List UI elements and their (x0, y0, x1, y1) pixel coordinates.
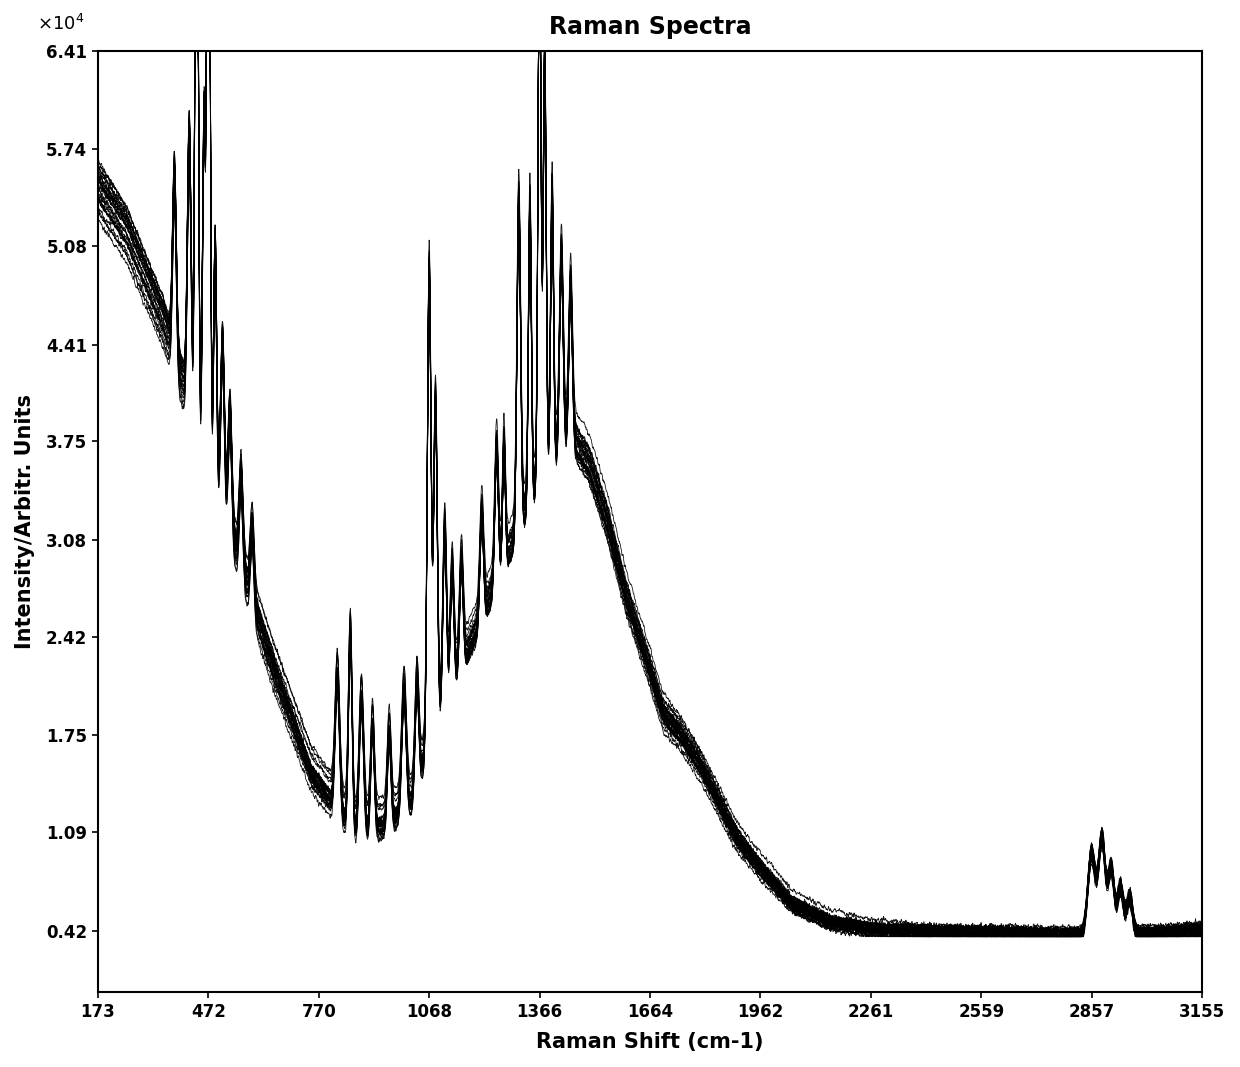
X-axis label: Raman Shift (cm-1): Raman Shift (cm-1) (536, 1032, 764, 1052)
Title: Raman Spectra: Raman Spectra (548, 15, 751, 39)
Text: $\times10^4$: $\times10^4$ (37, 14, 84, 34)
Y-axis label: Intensity/Arbitr. Units: Intensity/Arbitr. Units (15, 394, 35, 649)
